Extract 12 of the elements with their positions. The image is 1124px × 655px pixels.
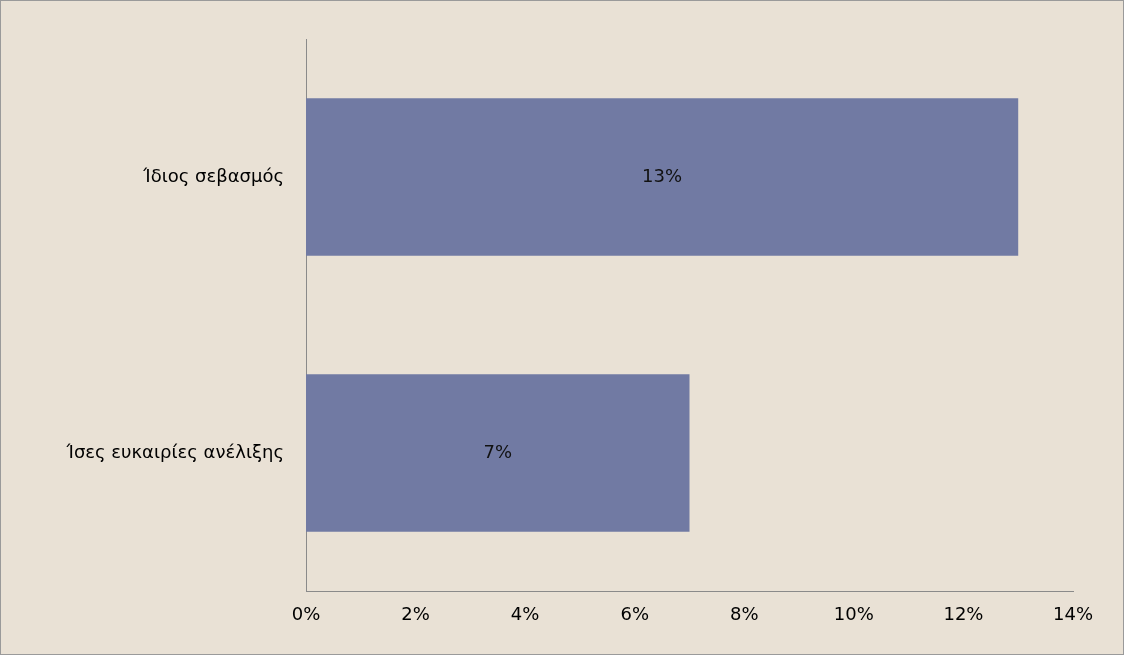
y-tick-label: Ίσες ευκαιρίες ανέλιξης [65, 440, 284, 462]
data-label: 7% [483, 440, 513, 462]
x-tick-label: 10% [833, 603, 874, 625]
y-tick-label: Ίδιος σεβασμός [142, 164, 284, 186]
x-tick-label: 8% [730, 603, 759, 625]
x-tick-label: 2% [401, 603, 430, 625]
x-tick-label: 6% [620, 603, 649, 625]
x-tick-label: 4% [510, 603, 540, 625]
x-tick-label: 14% [1052, 603, 1094, 625]
data-label: 13% [642, 164, 683, 186]
x-tick-label: 12% [943, 603, 984, 625]
x-tick-label: 0% [291, 603, 321, 625]
